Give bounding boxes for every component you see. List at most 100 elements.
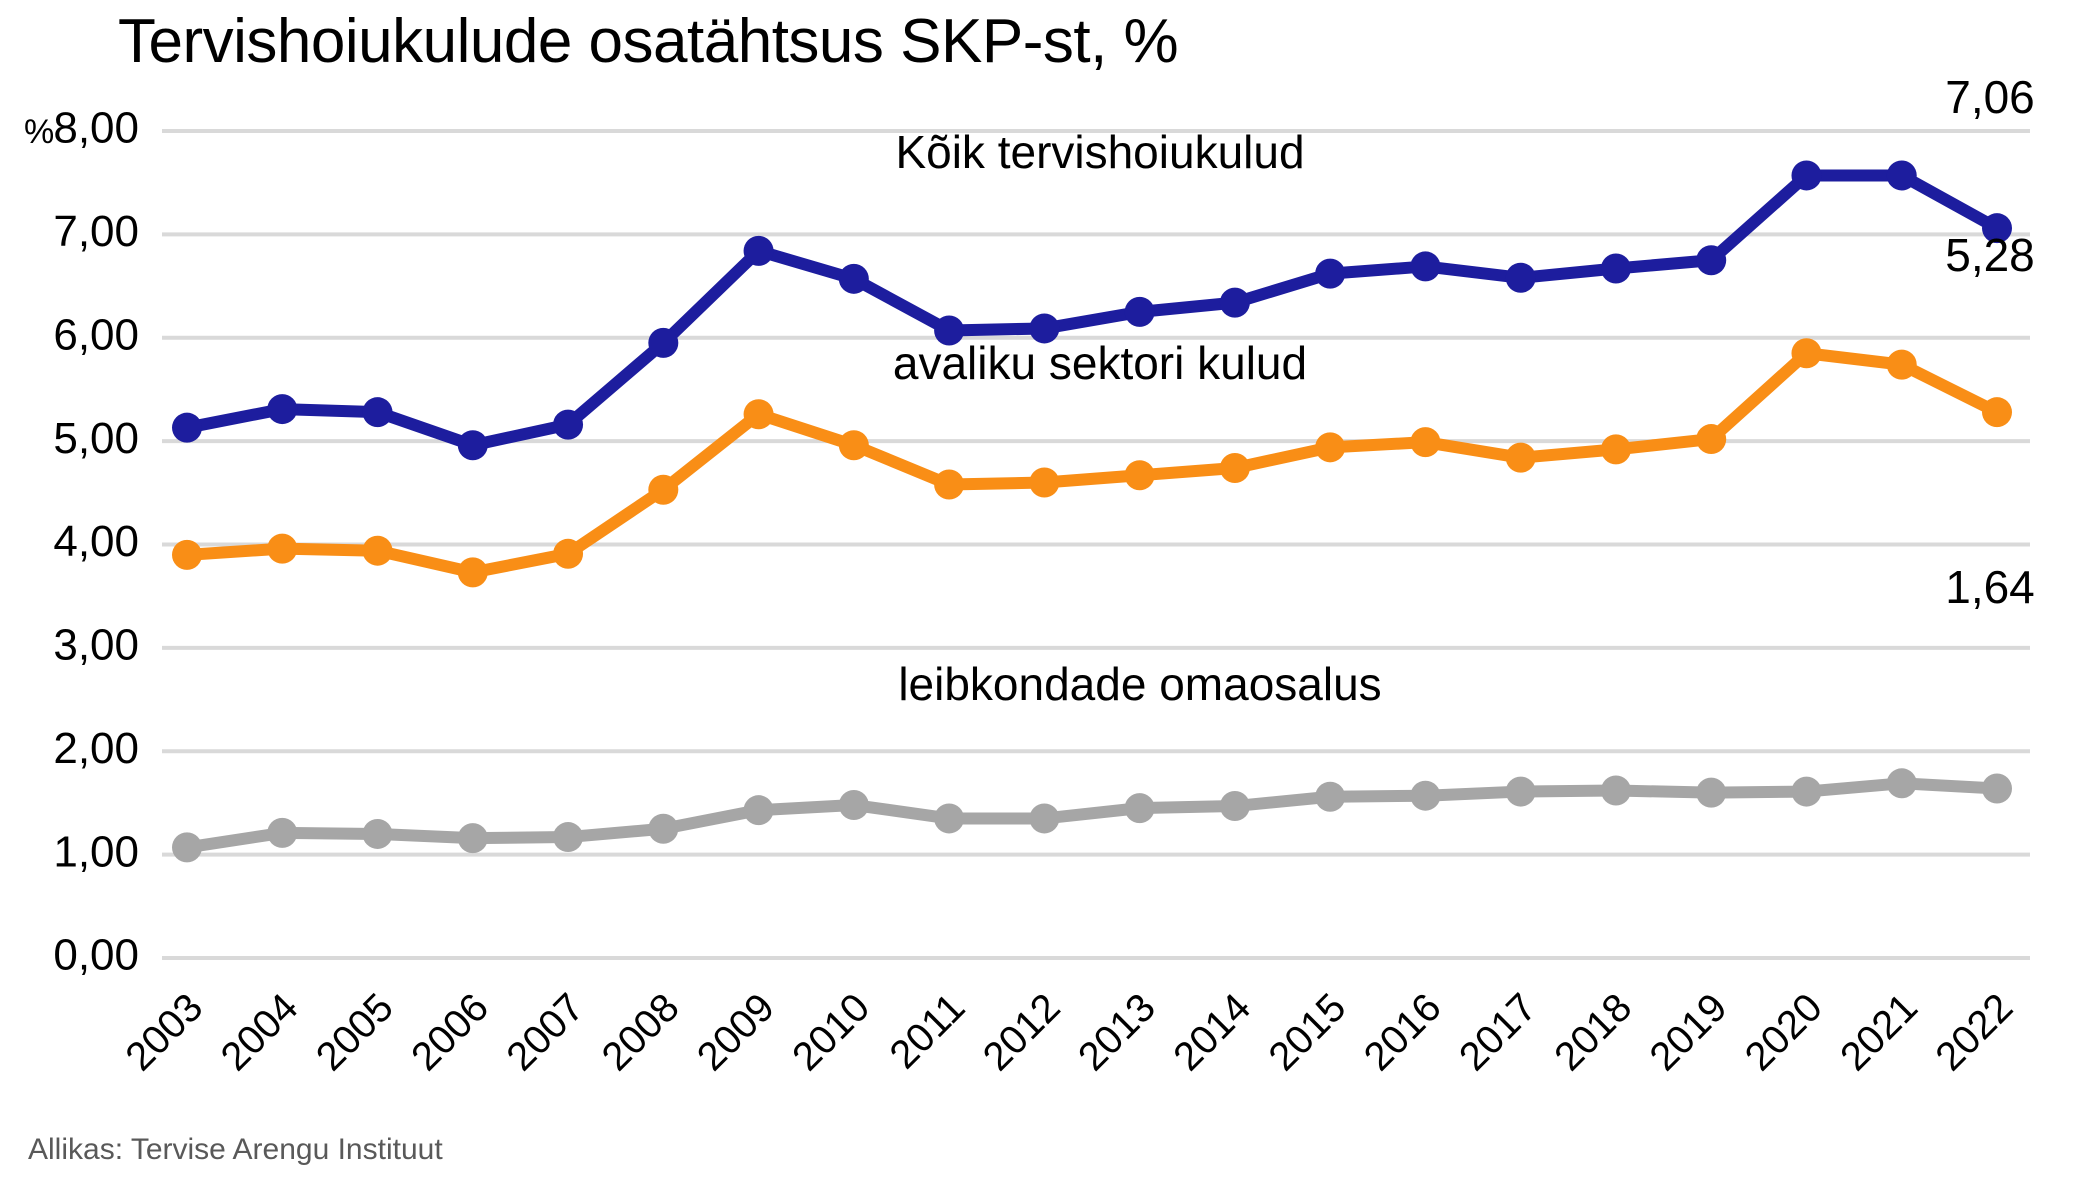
series-data-point	[743, 399, 774, 430]
series-data-point	[648, 813, 679, 844]
series-data-point	[1029, 467, 1060, 498]
y-axis-tick-label: 3,00	[53, 621, 139, 670]
series-annotation-labels: Kõik tervishoiukulud avaliku sektori kulu…	[893, 126, 1382, 710]
series-data-point	[1696, 245, 1727, 276]
series-annotation-label: leibkondade omaosalus	[898, 658, 1381, 710]
series-data-point	[1124, 460, 1155, 491]
series-data-point	[743, 235, 774, 266]
series-data-point	[1029, 803, 1060, 834]
x-axis-tick-label: 2006	[403, 985, 497, 1079]
source-note: Allikas: Tervise Arengu Instituut	[28, 1133, 443, 1166]
series-data-point	[1124, 793, 1155, 824]
series-data-point	[362, 535, 393, 566]
series-data-point	[1505, 442, 1536, 473]
series-data-point	[1410, 780, 1441, 811]
series-data-point	[934, 803, 965, 834]
series-data-point	[457, 823, 488, 854]
series-data-point	[1600, 434, 1631, 465]
series-data-point	[838, 263, 869, 294]
series-data-point	[267, 533, 298, 564]
series-data-point	[553, 822, 584, 853]
series-data-point	[1315, 781, 1346, 812]
series-data-point	[1600, 253, 1631, 284]
end-value-label: 1,64	[1945, 561, 2035, 613]
series-data-point	[1696, 424, 1727, 455]
series-data-point	[457, 557, 488, 588]
y-axis-tick-label: 1,00	[53, 827, 139, 876]
series-data-point	[1791, 160, 1822, 191]
x-axis-tick-label: 2022	[1927, 985, 2021, 1079]
x-axis-tick-label: 2004	[213, 985, 307, 1079]
series-data-point	[1791, 338, 1822, 369]
data-series-group	[172, 160, 2012, 863]
y-axis-unit-label: %	[24, 113, 55, 151]
x-axis-tick-label: 2019	[1642, 985, 1736, 1079]
series-data-point	[1886, 768, 1917, 799]
x-axis-tick-label: 2010	[784, 985, 878, 1079]
x-axis-tick-label: 2005	[308, 985, 402, 1079]
series-data-point	[1600, 775, 1631, 806]
y-axis-tick-label: 0,00	[53, 931, 139, 980]
end-value-labels: 7,06 5,28 1,64	[1945, 71, 2035, 613]
series-line	[181, 777, 2003, 854]
series-data-point	[838, 430, 869, 461]
series-annotation-label: Kõik tervishoiukulud	[895, 126, 1304, 178]
series-data-point	[362, 397, 393, 428]
x-axis-tick-label: 2003	[117, 985, 211, 1079]
series-data-point	[743, 795, 774, 826]
series-data-point	[1791, 776, 1822, 807]
series-data-point	[457, 430, 488, 461]
series-data-point	[172, 412, 202, 443]
end-value-label: 5,28	[1945, 229, 2035, 281]
series-data-point	[172, 832, 202, 863]
page-title: Tervishoiukulude osatähtsus SKP-st, %	[118, 7, 1179, 76]
series-data-point	[1696, 777, 1727, 808]
series-data-point	[267, 817, 298, 848]
x-axis-tick-label: 2011	[882, 985, 974, 1077]
series-data-point	[553, 538, 584, 569]
x-axis-tick-label: 2015	[1260, 985, 1354, 1079]
y-axis-tick-label: 8,00	[53, 104, 139, 153]
series-data-point	[1219, 453, 1250, 484]
series-data-point	[934, 469, 965, 500]
x-axis-tick-label: 2012	[975, 985, 1069, 1079]
series-data-point	[1029, 313, 1060, 344]
series-data-point	[1219, 791, 1250, 822]
series-data-point	[648, 474, 679, 505]
y-axis-tick-label: 5,00	[53, 414, 139, 463]
x-axis-tick-label: 2014	[1165, 985, 1259, 1079]
series-data-point	[1982, 397, 2012, 428]
x-axis-tick-label: 2018	[1546, 985, 1640, 1079]
series-data-point	[1505, 262, 1536, 293]
y-axis-tick-label: 6,00	[53, 310, 139, 359]
series-line	[181, 347, 2003, 579]
series-data-point	[1505, 776, 1536, 807]
x-axis-tick-label: 2009	[689, 985, 783, 1079]
y-axis-tick-label: 7,00	[53, 207, 139, 256]
x-axis-tick-label: 2017	[1451, 985, 1545, 1079]
series-data-point	[1982, 773, 2012, 804]
x-axis-tick-label: 2008	[594, 985, 688, 1079]
series-data-point	[1410, 427, 1441, 458]
series-data-point	[838, 790, 869, 821]
y-axis-tick-label: 4,00	[53, 517, 139, 566]
series-data-point	[934, 315, 965, 346]
series-data-point	[1982, 213, 2012, 244]
series-data-point	[648, 327, 679, 358]
series-data-point	[553, 409, 584, 440]
series-data-point	[172, 539, 202, 570]
series-line	[181, 169, 2003, 452]
series-data-point	[1886, 160, 1917, 191]
series-data-point	[1315, 258, 1346, 289]
series-data-point	[362, 818, 393, 849]
x-axis-tick-label: 2007	[498, 985, 592, 1079]
x-axis-tick-label: 2020	[1737, 985, 1831, 1079]
series-annotation-label: avaliku sektori kulud	[893, 337, 1307, 389]
series-data-point	[1315, 432, 1346, 463]
series-data-point	[267, 394, 298, 425]
series-data-point	[1219, 287, 1250, 318]
y-axis-tick-labels: 8,00 7,00 6,00 5,00 4,00 3,00 2,00 1,00 0,00	[53, 104, 139, 980]
x-axis-tick-labels: 2003 2004 2005 2006 2007 2008 2009 2010 2011 2012…	[117, 985, 2021, 1079]
